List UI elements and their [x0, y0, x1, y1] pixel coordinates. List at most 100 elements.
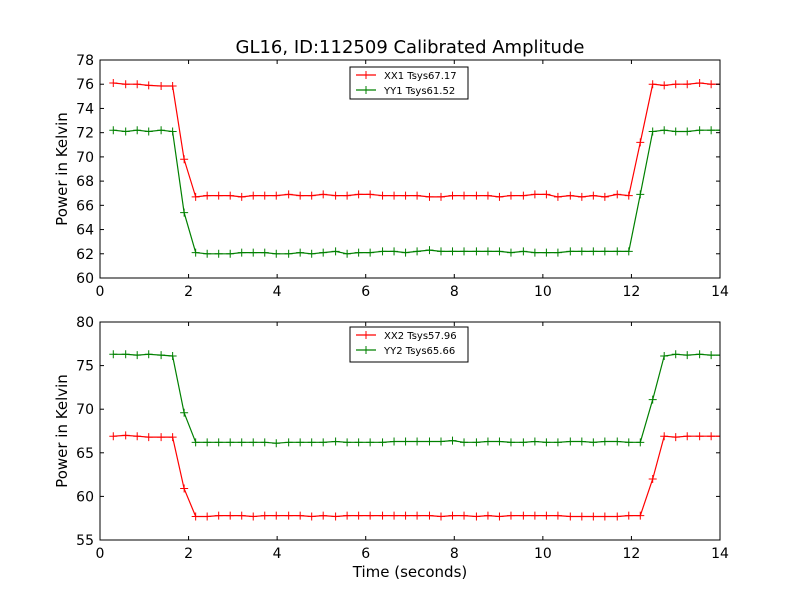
x-tick-label: 14	[711, 546, 729, 562]
data-point	[483, 437, 492, 446]
data-point	[553, 192, 562, 201]
data-point	[577, 192, 586, 201]
data-point	[307, 191, 316, 200]
data-point	[425, 511, 434, 520]
x-tick-label: 6	[361, 546, 370, 562]
data-point	[157, 82, 166, 91]
data-point	[203, 249, 212, 258]
x-axis-label: Time (seconds)	[352, 563, 468, 581]
y-tick-label: 74	[76, 101, 94, 117]
data-point	[624, 438, 633, 447]
data-point	[354, 190, 363, 199]
x-tick-label: 0	[96, 546, 105, 562]
data-point	[519, 438, 528, 447]
series-group	[109, 350, 720, 521]
data-point	[553, 248, 562, 257]
data-point	[121, 127, 130, 136]
series-group	[109, 79, 720, 258]
data-point	[390, 511, 399, 520]
data-point	[249, 191, 258, 200]
data-point	[272, 511, 281, 520]
data-point	[437, 437, 445, 446]
data-point	[413, 247, 422, 256]
data-point	[460, 438, 469, 447]
data-point	[191, 192, 200, 201]
data-point	[437, 192, 445, 201]
data-point	[157, 126, 166, 135]
x-tick-label: 10	[534, 284, 552, 300]
data-point	[600, 512, 609, 521]
data-point	[121, 431, 130, 440]
data-point	[553, 511, 562, 520]
data-point	[506, 438, 515, 447]
data-point	[636, 190, 645, 199]
data-point	[589, 247, 598, 256]
x-tick-label: 2	[184, 284, 193, 300]
data-point	[331, 512, 340, 521]
data-point	[636, 438, 645, 447]
data-point	[157, 433, 166, 442]
data-point	[121, 350, 130, 359]
y-tick-label: 70	[76, 150, 94, 166]
data-point	[589, 512, 598, 521]
data-point	[284, 438, 293, 447]
data-point	[343, 191, 352, 200]
data-point	[425, 246, 434, 255]
data-point	[296, 438, 305, 447]
data-point	[284, 511, 293, 520]
data-point	[214, 511, 223, 520]
data-point	[506, 511, 515, 520]
data-point	[483, 191, 492, 200]
data-point	[168, 82, 177, 91]
y-tick-label: 60	[76, 489, 94, 505]
data-point	[695, 432, 704, 441]
data-point	[109, 79, 118, 88]
legend-label: YY1 Tsys61.52	[383, 86, 455, 97]
data-point	[226, 191, 235, 200]
data-point	[401, 511, 410, 520]
axes-frame	[99, 321, 721, 541]
y-tick-label: 62	[76, 247, 94, 263]
data-point	[296, 191, 305, 200]
data-point	[284, 249, 293, 258]
data-point	[390, 247, 399, 256]
data-point	[191, 438, 200, 447]
data-point	[343, 438, 352, 447]
data-point	[437, 512, 445, 521]
data-point	[109, 432, 118, 441]
x-tick-label: 10	[534, 546, 552, 562]
data-point	[636, 511, 645, 520]
data-point	[636, 138, 645, 147]
data-point	[249, 248, 258, 257]
legend-label: XX2 Tsys57.96	[384, 331, 457, 342]
data-point	[180, 484, 189, 493]
data-point	[542, 511, 551, 520]
data-point	[319, 190, 328, 199]
data-point	[180, 155, 189, 164]
data-point	[566, 191, 575, 200]
y-tick-label: 78	[76, 53, 94, 69]
data-point	[413, 437, 422, 446]
data-point	[272, 439, 281, 448]
x-tick-label: 12	[623, 284, 641, 300]
data-point	[307, 438, 316, 447]
data-point	[519, 247, 528, 256]
data-point	[495, 247, 504, 256]
x-tick-label: 8	[450, 546, 459, 562]
data-point	[683, 351, 692, 360]
data-point	[613, 190, 622, 199]
x-tick-label: 4	[273, 284, 282, 300]
legend-box	[349, 66, 469, 100]
data-point	[530, 511, 539, 520]
data-point	[660, 352, 669, 361]
data-point	[413, 511, 422, 520]
y-tick-label: 75	[76, 359, 94, 375]
x-tick-label: 8	[450, 284, 459, 300]
data-point	[600, 437, 609, 446]
y-axis-label: Power in Kelvin	[53, 374, 71, 488]
data-point	[214, 438, 223, 447]
data-point	[401, 437, 410, 446]
data-point	[577, 247, 586, 256]
